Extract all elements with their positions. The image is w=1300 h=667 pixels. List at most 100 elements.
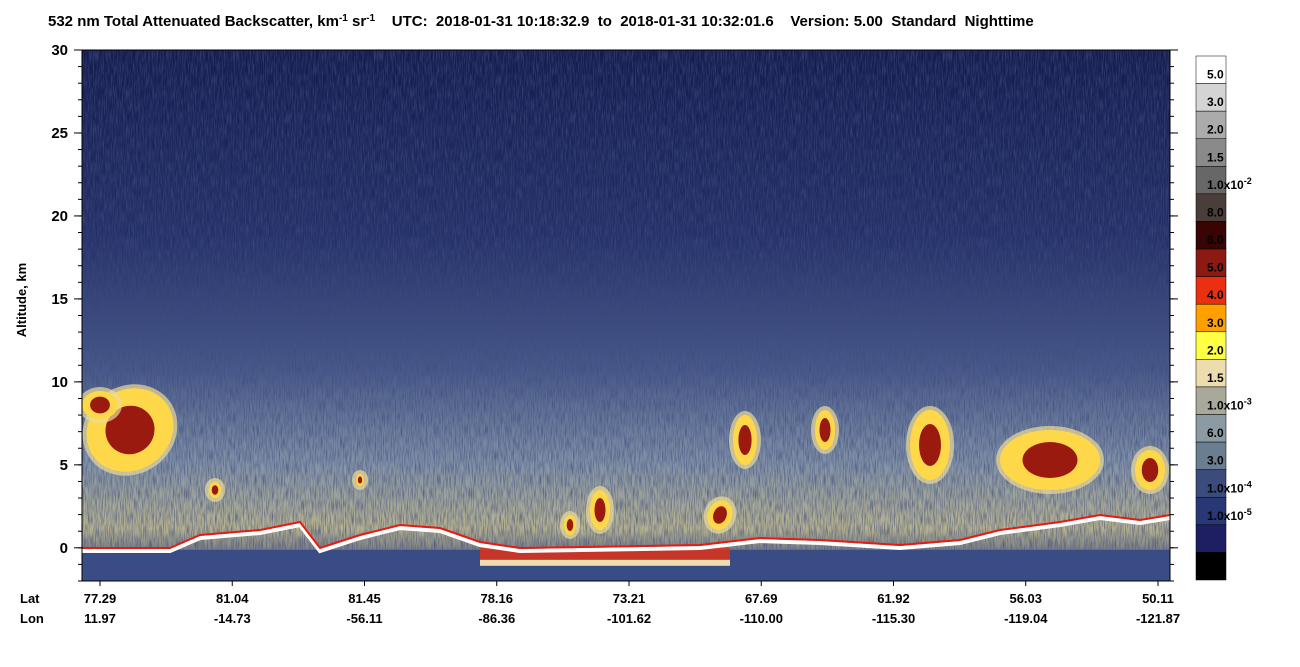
colorbar-swatch: [1195, 55, 1227, 84]
lat-tick-label: 61.92: [877, 591, 910, 606]
lon-label: Lon: [20, 611, 44, 626]
colorbar-label: 6.0: [1207, 426, 1224, 440]
colorbar-label: 1.0x10-5: [1207, 507, 1252, 523]
colorbar-label: 1.5: [1207, 150, 1224, 164]
surface-shadow: [82, 515, 1170, 554]
title-superscript: -1: [339, 13, 348, 24]
lat-tick-label: 67.69: [745, 591, 778, 606]
y-tick-label: 20: [51, 208, 68, 225]
colorbar-label: 3.0: [1207, 95, 1224, 109]
ground-band: [480, 559, 730, 566]
colorbar-label: 2.0: [1207, 123, 1224, 137]
cloud-core: [105, 405, 155, 455]
colorbar-mantissa: 6.0: [1207, 426, 1224, 440]
colorbar-swatch: [1195, 331, 1227, 360]
lat-tick-label: 77.29: [84, 591, 117, 606]
cloud-core: [713, 506, 727, 524]
colorbar-mantissa: 6.0: [1207, 233, 1224, 247]
title-text: sr: [348, 13, 367, 30]
colorbar-mantissa: 1.5: [1207, 150, 1224, 164]
colorbar-label: 8.0: [1207, 205, 1224, 219]
colorbar-mantissa: 5.0: [1207, 68, 1224, 82]
colorbar-exponent: -4: [1244, 479, 1252, 489]
lon-tick-label: 11.97: [84, 611, 116, 626]
lat-label: Lat: [20, 591, 40, 606]
y-tick-label: 25: [51, 125, 68, 142]
colorbar-swatch: [1195, 166, 1227, 195]
colorbar-swatch: [1195, 524, 1227, 553]
lat-tick-label: 56.03: [1009, 591, 1042, 606]
cloud-core: [594, 498, 606, 522]
colorbar-label: 1.0x10-3: [1207, 397, 1252, 413]
colorbar-label: 1.5: [1207, 371, 1224, 385]
colorbar-mantissa: 4.0: [1207, 288, 1224, 302]
title-text: 532 nm Total Attenuated Backscatter, km: [48, 13, 339, 30]
colorbar-label: 4.0: [1207, 288, 1224, 302]
lon-tick-label: -110.00: [740, 611, 783, 626]
colorbar-swatch: [1195, 303, 1227, 333]
cloud-core: [919, 424, 941, 466]
lon-tick-label: -115.30: [872, 611, 915, 626]
colorbar-swatch: [1195, 441, 1227, 470]
title-superscript: -1: [366, 13, 375, 24]
colorbar-mantissa: 3.0: [1207, 454, 1224, 468]
colorbar-swatch: [1195, 276, 1227, 305]
colorbar-mantissa: 8.0: [1207, 205, 1224, 219]
lat-tick-label: 78.16: [480, 591, 513, 606]
lon-tick-label: -14.73: [214, 611, 251, 626]
cloud-core: [566, 519, 574, 531]
lon-tick-label: -56.11: [346, 611, 382, 626]
colorbar-mantissa: 1.0x10: [1207, 481, 1244, 495]
colorbar-swatch: [1195, 552, 1227, 581]
lat-tick-label: 81.04: [216, 591, 249, 606]
colorbar-label: 1.0x10-4: [1207, 479, 1252, 495]
title-text: UTC: 2018-01-31 10:18:32.9 to 2018-01-31…: [375, 13, 1034, 30]
colorbar-mantissa: 1.5: [1207, 371, 1224, 385]
colorbar-mantissa: 5.0: [1207, 261, 1224, 275]
lon-tick-label: -101.62: [607, 611, 651, 626]
colorbar-exponent: -2: [1244, 176, 1252, 186]
y-tick-label: 15: [51, 291, 68, 308]
colorbar-label: 5.0: [1207, 261, 1224, 275]
y-tick-label: 5: [60, 457, 68, 474]
colorbar-swatch: [1195, 248, 1227, 277]
colorbar-swatch: [1195, 386, 1227, 415]
y-tick-label: 10: [51, 374, 68, 391]
y-tick-label: 30: [51, 42, 68, 59]
curtain-image: [82, 50, 1170, 581]
colorbar-swatch: [1195, 497, 1227, 526]
noise: [82, 50, 1170, 581]
colorbar-mantissa: 1.0x10: [1207, 399, 1244, 413]
lat-tick-label: 50.11: [1142, 591, 1174, 606]
cloud-core: [211, 485, 219, 495]
cloud-core: [738, 425, 752, 455]
y-tick-label: 0: [60, 540, 68, 557]
cloud-core: [1141, 458, 1159, 482]
chart-title: 532 nm Total Attenuated Backscatter, km-…: [48, 13, 1034, 31]
colorbar-exponent: -3: [1244, 397, 1252, 407]
colorbar-swatch: [1195, 110, 1227, 139]
y-axis-label: Altitude, km: [14, 263, 29, 337]
lon-tick-label: -119.04: [1004, 611, 1048, 626]
lon-tick-label: -86.36: [478, 611, 515, 626]
colorbar-label: 6.0: [1207, 233, 1224, 247]
colorbar-mantissa: 2.0: [1207, 343, 1224, 357]
colorbar-mantissa: 3.0: [1207, 95, 1224, 109]
colorbar-swatch: [1195, 193, 1227, 222]
surface-line: [82, 513, 1170, 550]
colorbar-mantissa: 2.0: [1207, 123, 1224, 137]
colorbar-label: 3.0: [1207, 316, 1224, 330]
colorbar-exponent: -5: [1244, 507, 1252, 517]
cloud-core: [90, 396, 110, 414]
cloud-core: [357, 476, 363, 484]
lon-tick-label: -121.87: [1136, 611, 1180, 626]
colorbar-mantissa: 1.0x10: [1207, 509, 1244, 523]
cloud-core: [1022, 442, 1078, 478]
cloud-core: [819, 418, 831, 442]
colorbar-label: 2.0: [1207, 343, 1224, 357]
colorbar-label: 5.0: [1207, 68, 1224, 82]
lat-tick-label: 73.21: [613, 591, 646, 606]
colorbar-swatch: [1195, 138, 1227, 167]
colorbar-label: 3.0: [1207, 454, 1224, 468]
